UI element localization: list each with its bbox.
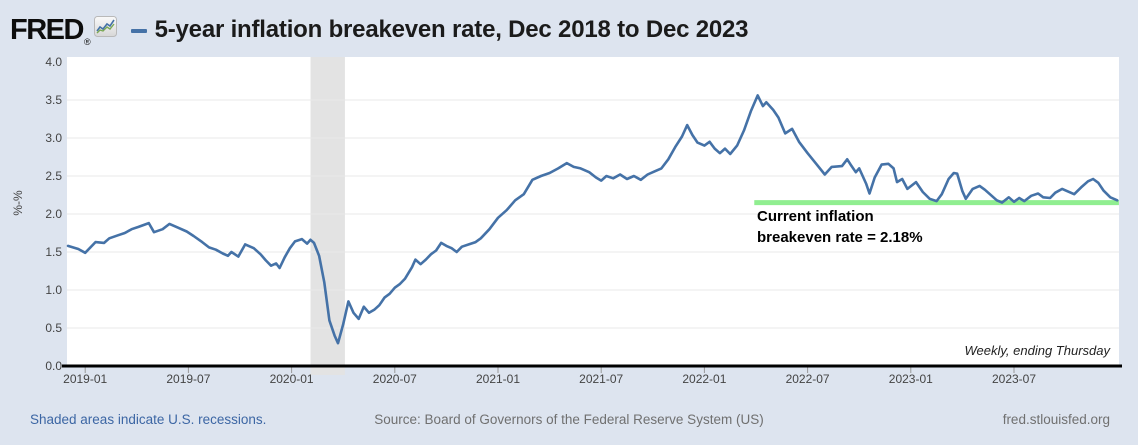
x-tick-label: 2020-07 [372, 372, 417, 386]
x-tick-label: 2022-07 [785, 372, 830, 386]
x-tick-label: 2021-07 [579, 372, 624, 386]
x-tick-label: 2023-01 [888, 372, 933, 386]
y-tick-label: 2.5 [45, 169, 62, 183]
y-tick-label: 2.0 [45, 207, 62, 221]
series-legend-dash [130, 29, 147, 33]
y-tick-label: 3.5 [45, 93, 62, 107]
x-tick-label: 2019-01 [63, 372, 108, 386]
current-rate-annotation: Current inflation breakeven rate = 2.18% [757, 206, 923, 248]
y-tick-label: 1.0 [45, 283, 62, 297]
frequency-note: Weekly, ending Thursday [964, 343, 1110, 358]
y-tick-label: 4.0 [45, 55, 62, 69]
recession-note-link[interactable]: Shaded areas indicate U.S. recessions. [30, 412, 267, 427]
fred-sparkline-icon [93, 16, 117, 42]
fred-logo: FRED [10, 13, 84, 46]
registered-trademark: ® [83, 37, 91, 47]
plot-area [67, 57, 1119, 366]
y-axis-title: %-% [11, 190, 25, 216]
annotation-line1: Current inflation [757, 208, 874, 225]
fred-site-text: fred.stlouisfed.org [1002, 412, 1110, 427]
y-tick-label: 1.5 [45, 245, 62, 259]
x-tick-label: 2022-01 [682, 372, 727, 386]
x-tick-label: 2020-01 [269, 372, 314, 386]
footer: Shaded areas indicate U.S. recessions. S… [0, 412, 1138, 432]
y-tick-label: 3.0 [45, 131, 62, 145]
y-tick-label: 0.0 [45, 359, 62, 373]
x-tick-label: 2019-07 [166, 372, 211, 386]
page-title: 5-year inflation breakeven rate, Dec 201… [154, 16, 749, 43]
annotation-line2: breakeven rate = 2.18% [757, 229, 923, 246]
recession-band [310, 57, 345, 375]
source-text: Source: Board of Governors of the Federa… [374, 412, 764, 427]
x-tick-label: 2023-07 [991, 372, 1037, 386]
y-tick-label: 0.5 [45, 321, 62, 335]
x-tick-label: 2021-01 [475, 372, 521, 386]
header: FRED ® 5-year inflation breakeven rate, … [10, 10, 749, 50]
series-line [66, 94, 1119, 345]
